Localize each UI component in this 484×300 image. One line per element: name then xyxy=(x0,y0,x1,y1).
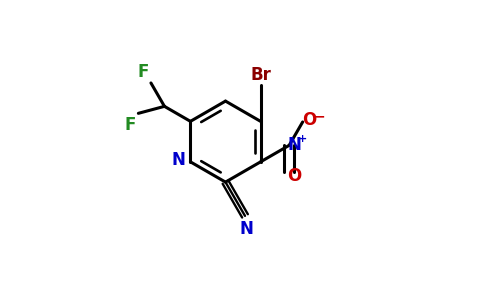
Text: N: N xyxy=(171,151,185,169)
Text: F: F xyxy=(124,116,136,134)
Text: N: N xyxy=(240,220,254,238)
Text: +: + xyxy=(298,134,307,144)
Text: Br: Br xyxy=(250,66,271,84)
Text: −: − xyxy=(313,110,325,124)
Text: N: N xyxy=(287,136,302,155)
Text: O: O xyxy=(287,167,302,185)
Text: F: F xyxy=(137,63,149,81)
Text: O: O xyxy=(302,112,317,130)
